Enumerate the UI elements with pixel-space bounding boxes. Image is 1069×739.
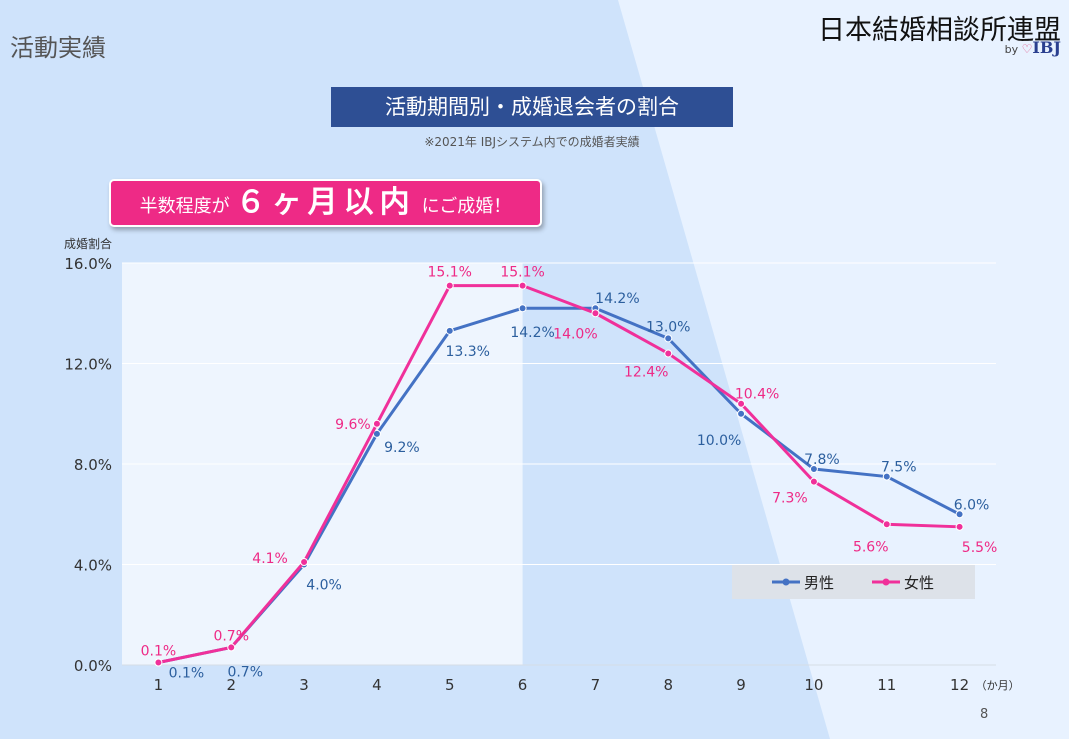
data-label-female: 14.0% bbox=[553, 326, 597, 342]
x-tick-label: 8 bbox=[663, 676, 673, 694]
data-point-male bbox=[882, 472, 891, 481]
x-unit-label: （か月） bbox=[976, 679, 1020, 692]
x-tick-label: 2 bbox=[226, 676, 236, 694]
x-tick-label: 11 bbox=[877, 676, 896, 694]
series-line-female bbox=[156, 284, 962, 664]
y-tick-label: 12.0% bbox=[64, 356, 112, 374]
data-label-female: 0.1% bbox=[141, 643, 177, 659]
data-point-female bbox=[955, 522, 964, 531]
highlight-prefix: 半数程度が bbox=[139, 196, 230, 217]
legend-box bbox=[732, 565, 975, 599]
x-tick-label: 4 bbox=[372, 676, 382, 694]
data-label-male: 0.1% bbox=[169, 665, 205, 681]
data-point-male bbox=[809, 465, 818, 474]
brand-logo: by ♡IBJ bbox=[1005, 38, 1061, 57]
data-label-female: 15.1% bbox=[500, 265, 544, 281]
data-label-female: 0.7% bbox=[213, 628, 249, 644]
x-tick-label: 1 bbox=[154, 676, 164, 694]
heart-icon: ♡ bbox=[1021, 42, 1033, 56]
data-point-female bbox=[518, 281, 527, 290]
x-tick-label: 10 bbox=[804, 676, 823, 694]
data-label-male: 7.8% bbox=[804, 452, 840, 468]
data-point-female bbox=[737, 399, 746, 408]
data-label-male: 4.0% bbox=[306, 578, 342, 594]
x-tick-label: 6 bbox=[518, 676, 528, 694]
x-tick-label: 12 bbox=[950, 676, 969, 694]
data-label-male: 14.2% bbox=[510, 325, 554, 341]
data-point-female bbox=[591, 309, 600, 318]
data-point-male bbox=[664, 334, 673, 343]
data-label-female: 5.5% bbox=[962, 540, 998, 556]
legend-marker-male bbox=[782, 578, 790, 586]
y-tick-label: 0.0% bbox=[74, 657, 112, 675]
data-point-male bbox=[518, 304, 527, 313]
highlight-suffix: にご成婚！ bbox=[421, 196, 512, 217]
data-label-female: 5.6% bbox=[853, 539, 889, 555]
data-point-female bbox=[372, 419, 381, 428]
data-point-male bbox=[737, 409, 746, 418]
y-tick-label: 16.0% bbox=[64, 255, 112, 273]
data-label-female: 9.6% bbox=[335, 417, 371, 433]
data-point-female bbox=[809, 477, 818, 486]
data-point-female bbox=[227, 643, 236, 652]
data-point-male bbox=[955, 510, 964, 519]
data-label-male: 10.0% bbox=[697, 433, 741, 449]
data-point-female bbox=[445, 281, 454, 290]
data-label-male: 13.3% bbox=[446, 344, 490, 360]
data-label-female: 12.4% bbox=[624, 364, 668, 380]
data-label-male: 6.0% bbox=[954, 497, 990, 513]
data-label-female: 7.3% bbox=[772, 491, 808, 507]
y-tick-label: 8.0% bbox=[74, 456, 112, 474]
x-tick-label: 3 bbox=[299, 676, 309, 694]
data-label-female: 15.1% bbox=[428, 265, 472, 281]
data-point-female bbox=[664, 349, 673, 358]
brand-logo-text: IBJ bbox=[1032, 38, 1061, 57]
brand-by-text: by bbox=[1004, 43, 1019, 56]
data-point-female bbox=[300, 557, 309, 566]
data-label-male: 13.0% bbox=[646, 319, 690, 335]
data-point-female bbox=[882, 520, 891, 529]
data-label-female: 4.1% bbox=[252, 551, 288, 567]
chart-legend: 男性 女性 bbox=[732, 565, 975, 599]
legend-label-male: 男性 bbox=[804, 574, 834, 592]
section-title: 活動実績 bbox=[10, 34, 106, 62]
data-label-male: 9.2% bbox=[384, 440, 420, 456]
chart-title: 活動期間別・成婚退会者の割合 bbox=[331, 87, 733, 127]
legend-marker-female bbox=[882, 578, 890, 586]
highlight-emphasis: ６ヶ月以内 bbox=[235, 185, 416, 220]
page-number: 8 bbox=[980, 707, 989, 722]
data-label-male: 14.2% bbox=[595, 291, 639, 307]
legend-label-female: 女性 bbox=[904, 574, 934, 592]
y-axis-label: 成婚割合 bbox=[64, 236, 112, 251]
data-point-male bbox=[372, 429, 381, 438]
x-tick-label: 5 bbox=[445, 676, 455, 694]
x-tick-label: 7 bbox=[591, 676, 601, 694]
chart-note: ※2021年 IBJシステム内での成婚者実績 bbox=[424, 135, 640, 149]
data-point-male bbox=[445, 326, 454, 335]
brand-name: 日本結婚相談所連盟 bbox=[818, 15, 1061, 46]
data-label-male: 7.5% bbox=[881, 460, 917, 476]
data-label-female: 10.4% bbox=[735, 387, 779, 403]
y-tick-label: 4.0% bbox=[74, 557, 112, 575]
data-label-male: 0.7% bbox=[227, 664, 263, 680]
highlight-callout: 半数程度が ６ヶ月以内 にご成婚！ bbox=[109, 179, 542, 227]
data-point-female bbox=[154, 658, 163, 667]
x-tick-label: 9 bbox=[736, 676, 746, 694]
